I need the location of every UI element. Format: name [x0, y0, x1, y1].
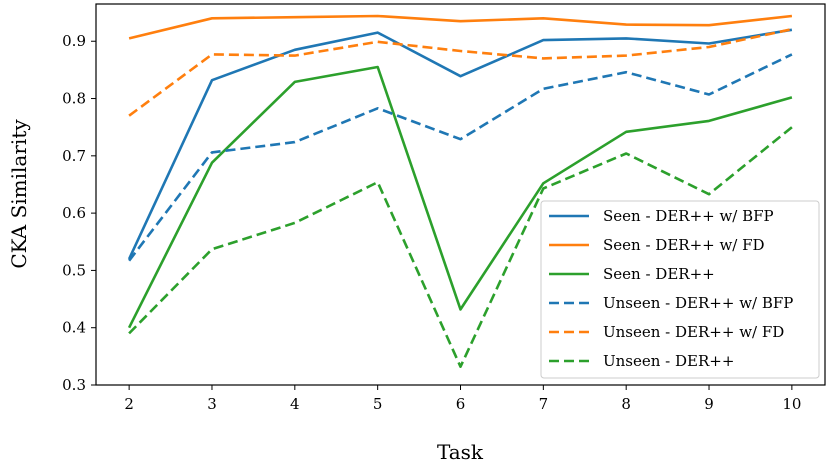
y-axis-label: CKA Similarity	[7, 119, 31, 269]
x-tick-label: 7	[539, 395, 549, 413]
legend-entry-label: Unseen - DER++ w/ BFP	[603, 294, 793, 312]
x-tick-label: 9	[704, 395, 714, 413]
x-tick-label: 5	[373, 395, 383, 413]
legend: Seen - DER++ w/ BFP Seen - DER++ w/ FD See…	[540, 200, 820, 379]
y-ticks: 0.3 0.4 0.5 0.6 0.7 0.8 0.9	[62, 32, 96, 394]
plot-lines	[127, 14, 793, 369]
legend-entry-label: Unseen - DER++ w/ FD	[603, 323, 784, 341]
series-line-6	[128, 126, 793, 369]
series-line-3	[127, 65, 793, 329]
x-tick-label: 6	[456, 395, 466, 413]
legend-box	[540, 200, 820, 379]
series-line-1	[127, 28, 793, 260]
legend-entry-label: Seen - DER++ w/ BFP	[603, 207, 774, 225]
legend-entry-label: Unseen - DER++	[603, 352, 734, 370]
x-ticks: 2 3 4 5 6 7 8 9 10	[124, 385, 801, 413]
x-axis-label: Task	[437, 440, 484, 464]
x-tick-label: 4	[290, 395, 300, 413]
series-line-2	[128, 14, 793, 40]
x-tick-label: 8	[621, 395, 631, 413]
legend-entry-label: Seen - DER++ w/ FD	[603, 236, 765, 254]
y-tick-label: 0.3	[62, 376, 86, 394]
x-tick-label: 2	[124, 395, 134, 413]
series-line-4	[128, 53, 793, 262]
x-tick-label: 10	[782, 395, 801, 413]
y-tick-label: 0.4	[62, 319, 86, 337]
series-line-5	[128, 27, 793, 117]
y-tick-label: 0.6	[62, 204, 86, 222]
y-tick-label: 0.9	[62, 32, 86, 50]
y-tick-label: 0.8	[62, 90, 86, 108]
legend-entry-label: Seen - DER++	[603, 265, 715, 283]
y-tick-label: 0.5	[62, 261, 86, 279]
y-tick-label: 0.7	[62, 147, 86, 165]
x-tick-label: 3	[207, 395, 217, 413]
